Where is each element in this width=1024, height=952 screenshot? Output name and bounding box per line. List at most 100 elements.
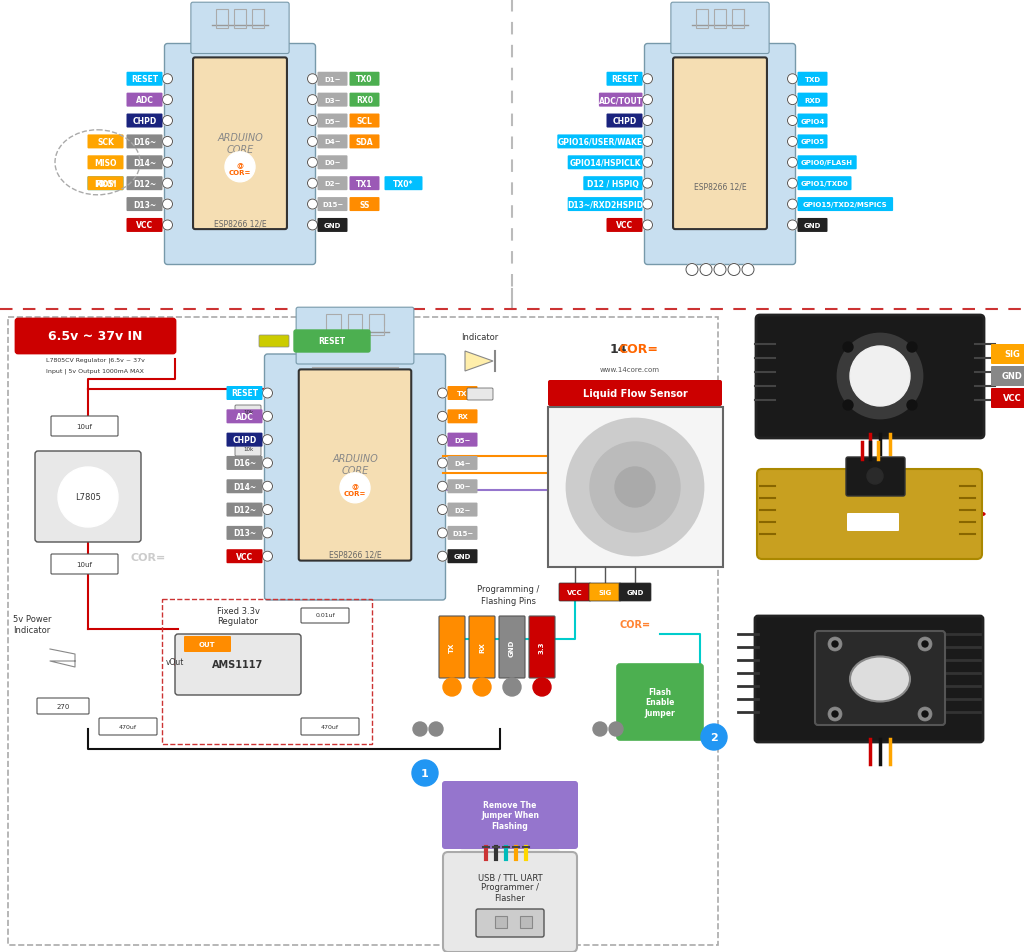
Circle shape (262, 459, 272, 468)
Circle shape (340, 473, 370, 504)
Text: USB / TTL UART
Programmer /
Flasher: USB / TTL UART Programmer / Flasher (477, 872, 543, 902)
Circle shape (787, 137, 798, 148)
Circle shape (412, 761, 438, 786)
Circle shape (787, 95, 798, 106)
Text: COR=: COR= (620, 620, 650, 629)
FancyBboxPatch shape (226, 410, 262, 424)
Text: ADC/TOUT: ADC/TOUT (599, 96, 643, 105)
Circle shape (742, 265, 754, 276)
FancyBboxPatch shape (606, 114, 642, 129)
Bar (495, 916, 507, 928)
Circle shape (307, 74, 317, 85)
FancyBboxPatch shape (447, 526, 477, 541)
Text: CORE: CORE (341, 466, 369, 475)
Circle shape (609, 723, 623, 736)
Circle shape (843, 401, 853, 410)
FancyBboxPatch shape (467, 388, 493, 401)
Circle shape (40, 637, 84, 682)
Bar (327, 315, 341, 336)
FancyBboxPatch shape (294, 330, 370, 352)
Circle shape (163, 137, 172, 148)
Circle shape (918, 707, 932, 722)
Text: COR=: COR= (618, 343, 658, 356)
FancyBboxPatch shape (317, 135, 347, 149)
Bar (348, 315, 362, 336)
Text: 470uf: 470uf (119, 724, 137, 730)
Text: 10k: 10k (243, 447, 253, 452)
Circle shape (437, 459, 447, 468)
FancyBboxPatch shape (798, 198, 893, 212)
Text: ESP8266 12/E: ESP8266 12/E (214, 219, 266, 228)
Circle shape (642, 221, 652, 230)
Ellipse shape (850, 657, 910, 702)
Circle shape (787, 179, 798, 189)
FancyBboxPatch shape (548, 407, 723, 567)
FancyBboxPatch shape (499, 616, 525, 678)
FancyBboxPatch shape (447, 503, 477, 517)
Text: 0.01uf: 0.01uf (315, 613, 335, 618)
FancyBboxPatch shape (846, 458, 905, 497)
Text: D13~: D13~ (133, 200, 156, 209)
FancyBboxPatch shape (439, 616, 465, 678)
Circle shape (907, 343, 918, 352)
Text: 270: 270 (56, 704, 70, 709)
FancyBboxPatch shape (317, 198, 347, 212)
Bar (234, 10, 246, 30)
FancyBboxPatch shape (447, 480, 477, 494)
Text: TX0*: TX0* (393, 180, 414, 188)
FancyBboxPatch shape (349, 72, 380, 87)
Text: RESET: RESET (318, 337, 345, 347)
Text: RX: RX (457, 414, 468, 420)
FancyBboxPatch shape (87, 177, 124, 191)
Circle shape (307, 200, 317, 209)
Text: RXD: RXD (804, 97, 821, 104)
FancyBboxPatch shape (443, 852, 577, 952)
Circle shape (642, 137, 652, 148)
Text: D0~: D0~ (325, 160, 341, 166)
FancyBboxPatch shape (559, 584, 591, 602)
Text: www.14core.com: www.14core.com (600, 367, 660, 372)
Text: RX: RX (479, 642, 485, 653)
Circle shape (642, 179, 652, 189)
Text: 6.5v ~ 37v IN: 6.5v ~ 37v IN (48, 330, 142, 343)
FancyBboxPatch shape (317, 156, 347, 170)
FancyBboxPatch shape (798, 114, 827, 129)
Circle shape (437, 551, 447, 562)
Circle shape (615, 467, 655, 507)
FancyBboxPatch shape (317, 72, 347, 87)
FancyBboxPatch shape (226, 503, 262, 517)
Bar (252, 10, 263, 30)
Circle shape (701, 724, 727, 750)
FancyBboxPatch shape (618, 584, 651, 602)
FancyBboxPatch shape (798, 135, 827, 149)
FancyBboxPatch shape (798, 219, 827, 232)
Text: D12~: D12~ (133, 180, 156, 188)
FancyBboxPatch shape (567, 198, 642, 212)
Circle shape (850, 347, 910, 407)
FancyBboxPatch shape (349, 114, 380, 129)
FancyBboxPatch shape (234, 406, 261, 420)
Bar (520, 916, 532, 928)
FancyBboxPatch shape (127, 177, 163, 191)
Text: GPIO0/FLASH: GPIO0/FLASH (801, 160, 853, 166)
Circle shape (307, 137, 317, 148)
FancyBboxPatch shape (606, 219, 642, 232)
FancyBboxPatch shape (127, 114, 163, 129)
Circle shape (163, 221, 172, 230)
Circle shape (450, 329, 510, 389)
Bar (216, 10, 228, 30)
Text: CHPD: CHPD (612, 117, 637, 126)
Text: SIG: SIG (598, 589, 611, 595)
FancyBboxPatch shape (51, 554, 118, 574)
Circle shape (163, 116, 172, 127)
Circle shape (642, 74, 652, 85)
Text: D12 / HSPIQ: D12 / HSPIQ (587, 180, 639, 188)
Text: ADC: ADC (236, 412, 253, 422)
Text: D2~: D2~ (455, 507, 471, 513)
Text: TX0: TX0 (356, 75, 373, 84)
Text: L7805: L7805 (75, 493, 101, 502)
Text: GND: GND (324, 223, 341, 228)
Text: VCC: VCC (616, 221, 633, 230)
Text: @: @ (237, 163, 244, 169)
Text: D0~: D0~ (455, 484, 471, 489)
